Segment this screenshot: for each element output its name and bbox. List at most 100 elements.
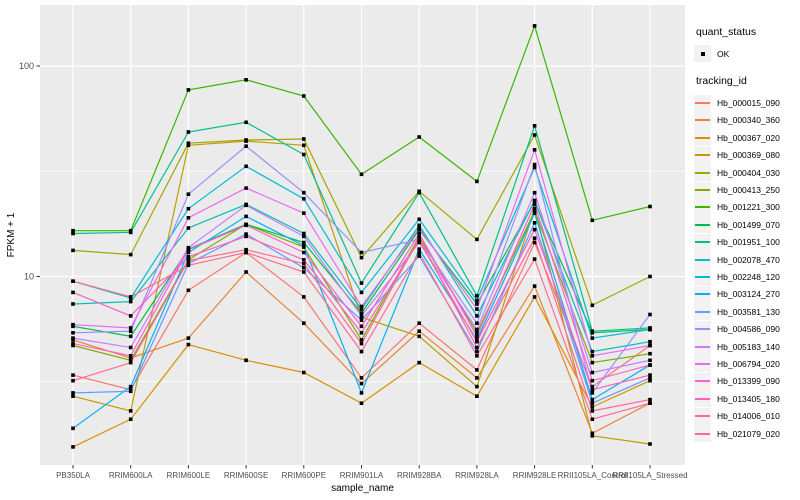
data-point	[244, 203, 248, 208]
data-point	[359, 391, 364, 395]
data-point	[475, 334, 479, 339]
data-point	[648, 363, 652, 367]
line-swatch-icon	[695, 380, 710, 383]
legend-item-label: Hb_006794_020	[717, 358, 780, 369]
data-point	[475, 349, 479, 354]
data-point	[417, 329, 421, 333]
legend-item-label: Hb_005183_140	[717, 341, 780, 352]
line-swatch-icon	[695, 154, 710, 157]
data-point	[128, 358, 133, 363]
series-color-key	[694, 216, 711, 234]
data-point	[359, 307, 364, 311]
data-point	[532, 257, 537, 261]
data-point	[302, 250, 306, 255]
data-point	[71, 338, 75, 342]
data-point	[302, 143, 306, 148]
data-point	[475, 368, 479, 372]
data-point	[590, 349, 595, 354]
data-point	[475, 237, 479, 242]
data-point	[475, 345, 479, 350]
data-point	[302, 258, 306, 262]
data-point	[590, 378, 595, 383]
data-point	[648, 373, 652, 377]
data-point	[475, 321, 479, 325]
data-point	[475, 354, 479, 358]
data-point	[359, 349, 364, 354]
data-point	[475, 302, 479, 306]
data-point	[71, 279, 75, 283]
legend: quant_status OK tracking_id Hb_000015_09…	[694, 26, 800, 442]
data-point	[417, 247, 421, 251]
data-point	[359, 376, 364, 380]
data-point	[590, 401, 595, 405]
x-tick-label: RRII105LA_Stressed	[612, 471, 687, 480]
data-point	[590, 387, 595, 392]
data-point	[417, 223, 421, 228]
data-point	[244, 247, 248, 252]
line-swatch-icon	[695, 397, 710, 400]
data-point	[244, 164, 248, 169]
line-swatch-icon	[695, 241, 710, 244]
legend-item-Hb_000340_360: Hb_000340_360	[694, 111, 800, 129]
legend-item-label: Hb_004586_090	[717, 324, 780, 335]
data-point	[186, 263, 191, 268]
line-swatch-icon	[695, 206, 710, 209]
data-point	[532, 24, 537, 28]
data-point	[186, 288, 191, 293]
legend-item-Hb_003124_270: Hb_003124_270	[694, 285, 800, 303]
data-point	[302, 295, 306, 299]
legend-item-Hb_000413_250: Hb_000413_250	[694, 181, 800, 199]
data-point	[186, 130, 191, 134]
x-tick-label: RRII105LA_Control	[558, 471, 628, 480]
series-color-key	[694, 146, 711, 164]
data-point	[359, 341, 364, 346]
data-point	[128, 389, 133, 394]
legend-item-label: Hb_013405_180	[717, 393, 780, 404]
data-point	[71, 378, 75, 383]
legend-item-Hb_004586_090: Hb_004586_090	[694, 320, 800, 338]
data-point	[532, 190, 537, 195]
data-point	[532, 227, 537, 232]
data-point	[475, 307, 479, 311]
y-tick-label: 100	[19, 61, 34, 71]
data-point	[359, 381, 364, 386]
data-point	[128, 326, 133, 330]
x-axis-title: sample_name	[331, 483, 394, 494]
legend-item-label: Hb_013399_090	[717, 376, 780, 387]
data-point	[359, 338, 364, 342]
data-point	[532, 162, 537, 167]
legend-item-Hb_003581_130: Hb_003581_130	[694, 303, 800, 321]
data-point	[648, 351, 652, 356]
legend-item-Hb_005183_140: Hb_005183_140	[694, 338, 800, 356]
data-point	[71, 331, 75, 335]
data-point	[71, 302, 75, 306]
series-color-key	[694, 285, 711, 303]
data-point	[532, 284, 537, 288]
series-color-key	[694, 129, 711, 147]
data-point	[186, 192, 191, 196]
data-point	[128, 334, 133, 339]
legend-item-Hb_000404_030: Hb_000404_030	[694, 164, 800, 182]
data-point	[186, 336, 191, 340]
y-axis-title: FPKM + 1	[6, 212, 17, 257]
data-point	[244, 270, 248, 274]
data-point	[186, 258, 191, 263]
data-point	[590, 303, 595, 308]
data-point	[590, 329, 595, 333]
data-point	[648, 343, 652, 348]
data-point	[590, 409, 595, 413]
data-point	[475, 314, 479, 318]
data-point	[302, 190, 306, 195]
data-point	[244, 214, 248, 219]
data-point	[302, 370, 306, 375]
line-swatch-icon	[695, 189, 710, 192]
data-point	[302, 94, 306, 98]
line-swatch-icon	[695, 258, 710, 261]
data-point	[302, 197, 306, 201]
data-point	[417, 226, 421, 230]
series-color-key	[694, 94, 711, 112]
series-color-key	[694, 198, 711, 216]
data-point	[532, 221, 537, 225]
data-point	[71, 336, 75, 340]
data-point	[359, 250, 364, 255]
